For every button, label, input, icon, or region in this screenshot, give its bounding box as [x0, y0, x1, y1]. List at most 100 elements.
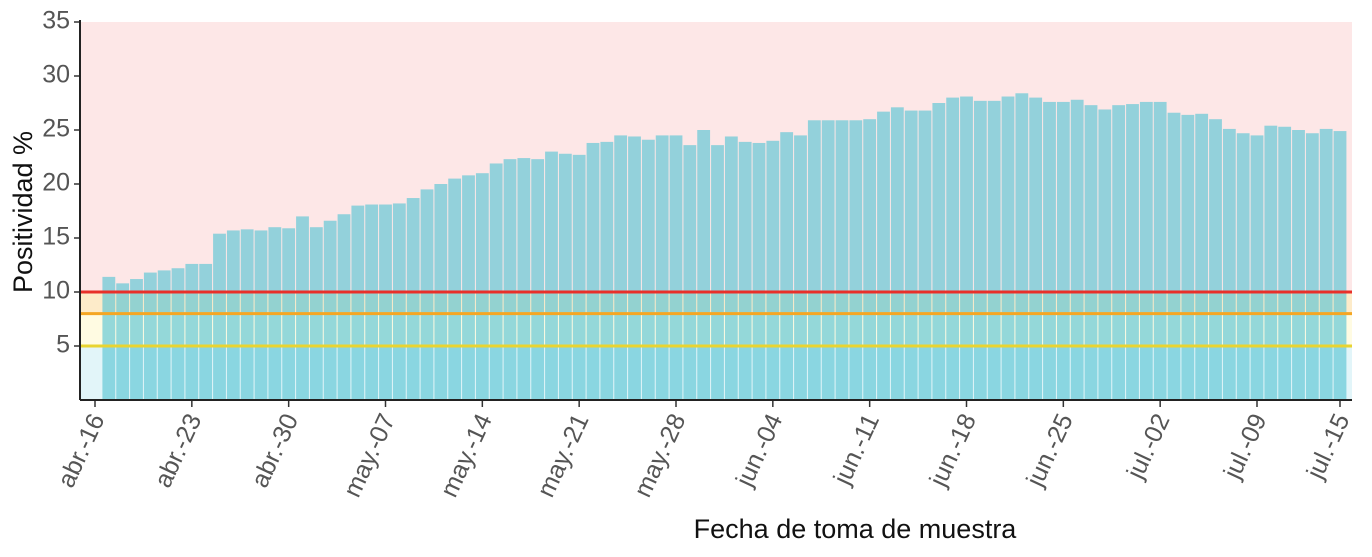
bar [1084, 105, 1098, 400]
bar [1139, 101, 1153, 401]
bar [711, 145, 724, 400]
bar [392, 203, 406, 400]
x-tick-label: jul.-02 [1121, 409, 1176, 483]
bar [1236, 133, 1250, 401]
y-tick-label: 15 [42, 223, 70, 251]
bar [586, 142, 600, 400]
bar [226, 230, 240, 400]
bar [171, 268, 185, 400]
y-tick-label: 10 [42, 277, 70, 305]
bar [1333, 131, 1347, 400]
bar [1278, 126, 1292, 400]
bar [918, 110, 932, 400]
bar [1250, 135, 1264, 400]
bar [987, 100, 1001, 400]
bar [738, 141, 752, 400]
y-tick-label: 5 [56, 331, 70, 359]
bar [254, 230, 268, 400]
bar [102, 276, 116, 400]
bar [531, 159, 545, 400]
bar [365, 204, 379, 400]
bar [904, 110, 918, 400]
bar [1292, 130, 1305, 400]
bars [102, 93, 1347, 401]
bar [849, 120, 863, 400]
bar [835, 120, 849, 400]
x-tick-label: abr.-16 [52, 409, 110, 491]
bar [517, 158, 531, 400]
bar [558, 153, 572, 400]
x-tick-label: may.-21 [532, 409, 595, 501]
x-tick-label: jul.-15 [1301, 409, 1356, 483]
y-axis-title: Positividad % [8, 131, 38, 293]
bar [185, 263, 199, 400]
bar [213, 233, 226, 400]
bar [143, 272, 157, 400]
y-tick-label: 25 [42, 115, 70, 143]
bar [724, 136, 738, 401]
bar [946, 97, 960, 400]
x-tick-label: jun.-25 [1021, 409, 1079, 491]
bar [600, 141, 614, 400]
x-tick-label: jun.-04 [730, 409, 788, 491]
bar [379, 204, 392, 400]
bar [821, 120, 835, 400]
bar [157, 270, 171, 400]
x-tick-label: jun.-18 [924, 409, 982, 491]
bar [683, 145, 697, 400]
bar [1167, 112, 1181, 400]
bar [1029, 97, 1043, 400]
x-tick-label: may.-28 [629, 409, 692, 501]
bar [960, 96, 973, 401]
bar [1126, 104, 1139, 400]
y-tick-label: 30 [42, 61, 70, 89]
x-tick-label: jul.-09 [1218, 409, 1273, 483]
bar [1209, 119, 1222, 400]
bar [1319, 128, 1333, 401]
bar [462, 175, 475, 400]
y-tick-label: 20 [42, 169, 70, 197]
bar [794, 135, 807, 400]
bar [1153, 101, 1167, 401]
bar [475, 173, 489, 400]
bar [296, 216, 309, 400]
bar [545, 151, 558, 400]
x-tick-label: may.-14 [435, 409, 498, 501]
bar [116, 283, 130, 400]
x-axis-title: Fecha de toma de muestra [694, 514, 1018, 544]
bar [1015, 93, 1029, 400]
bar [614, 135, 628, 400]
bar [890, 107, 904, 400]
bar [1181, 114, 1195, 400]
bar [697, 130, 711, 400]
bar [1056, 101, 1070, 401]
bar [973, 100, 987, 400]
bar [628, 136, 641, 401]
bar [780, 132, 794, 400]
x-tick-label: may.-07 [338, 409, 401, 501]
bar [1264, 125, 1278, 401]
bar [1043, 101, 1056, 401]
x-tick-label: abr.-23 [149, 409, 207, 491]
bar [337, 214, 351, 400]
bar [199, 263, 213, 400]
bar [130, 279, 143, 400]
bar [351, 205, 365, 400]
bar [406, 198, 420, 400]
bar [448, 178, 462, 400]
bar [489, 163, 503, 400]
bar [503, 159, 517, 400]
bar [572, 154, 586, 400]
bar [932, 103, 946, 400]
bar [1222, 128, 1236, 401]
bar [1305, 133, 1319, 401]
bar [669, 135, 683, 400]
bar [641, 139, 655, 400]
bar [1001, 96, 1015, 401]
bar [323, 220, 337, 400]
bar [863, 119, 877, 400]
y-tick-label: 35 [42, 7, 70, 35]
bar [752, 142, 766, 400]
bar [1098, 109, 1112, 400]
